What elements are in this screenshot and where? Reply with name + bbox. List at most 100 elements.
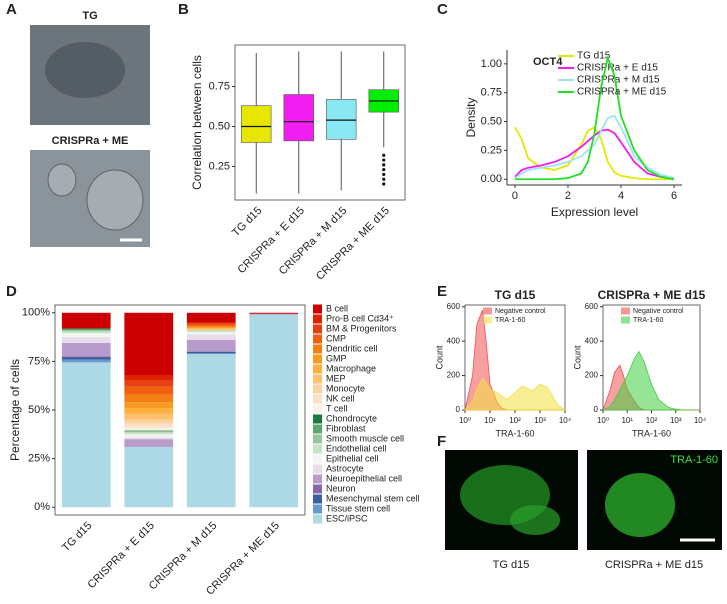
- x-tick-label: 2: [565, 190, 571, 202]
- bar-segment: [186, 324, 236, 327]
- bar-segment: [249, 312, 299, 314]
- bar-segment: [124, 434, 174, 438]
- x-tick-label: 10⁰: [459, 416, 471, 425]
- legend-swatch: [313, 364, 322, 374]
- y-tick-label: 50%: [28, 404, 50, 416]
- x-axis-label: Expression level: [551, 205, 638, 219]
- x-tick-label: 10¹: [484, 416, 496, 425]
- bar-segment: [124, 375, 174, 381]
- bar-segment: [186, 340, 236, 352]
- x-tick-label: 10³: [534, 416, 546, 425]
- legend-label: T cell: [326, 403, 347, 413]
- legend-swatch: [313, 354, 322, 364]
- legend-swatch: [313, 484, 322, 494]
- legend-label: Fibroblast: [326, 423, 366, 433]
- legend-label: NK cell: [326, 393, 355, 403]
- colony: [47, 163, 77, 197]
- legend-label: Negative control: [633, 308, 684, 315]
- bar-segment: [124, 432, 174, 435]
- bar-segment: [124, 413, 174, 420]
- bar-segment: [186, 328, 236, 331]
- histogram-area: [464, 378, 567, 411]
- annotation: OCT4: [533, 56, 563, 68]
- bar-segment: [186, 322, 236, 325]
- x-tick-label: TG d15: [230, 205, 264, 239]
- legend-label: Neuron: [326, 483, 356, 493]
- legend-label: Pro-B cell Cd34⁺: [326, 313, 394, 323]
- legend-swatch: [313, 384, 322, 394]
- legend-swatch: [313, 504, 322, 514]
- bar-segment: [186, 330, 236, 333]
- legend-label: Astrocyte: [326, 463, 364, 473]
- legend-swatch: [313, 404, 322, 414]
- bar-segment: [249, 314, 299, 508]
- y-tick-label: 75%: [28, 355, 50, 367]
- bar-segment: [61, 357, 111, 360]
- bar-segment: [186, 326, 236, 329]
- legend-swatch: [313, 324, 322, 334]
- bar-segment: [186, 332, 236, 335]
- legend-swatch: [313, 334, 322, 344]
- y-tick-label: 400: [447, 336, 461, 345]
- y-tick-label: 0.50: [481, 115, 502, 127]
- image-label: TG: [82, 10, 97, 22]
- legend-label: TRA-1-60: [633, 317, 663, 324]
- bar-segment: [61, 329, 111, 331]
- bar-segment: [124, 427, 174, 431]
- outlier: [382, 158, 386, 162]
- image-label: CRISPRa + ME d15: [605, 559, 703, 571]
- legend-swatch: [313, 494, 322, 504]
- bar-segment: [124, 402, 174, 409]
- outlier: [382, 182, 386, 186]
- legend-swatch: [313, 444, 322, 454]
- bar-segment: [124, 386, 174, 395]
- legend-label: TRA-1-60: [495, 317, 525, 324]
- x-tick-label: 10¹: [621, 416, 633, 425]
- bar-segment: [61, 356, 111, 358]
- chart-title: CRISPRa + ME d15: [598, 288, 706, 302]
- y-axis-label: Correlation between cells: [190, 55, 204, 190]
- legend-swatch: [313, 304, 322, 314]
- panel-letter: B: [178, 1, 189, 18]
- outlier: [382, 153, 386, 157]
- x-tick-label: 10⁰: [597, 416, 609, 425]
- y-tick-label: 0%: [34, 501, 50, 513]
- stained-colony: [510, 505, 560, 535]
- x-axis-label: TRA-1-60: [495, 428, 534, 438]
- stained-colony: [605, 473, 675, 537]
- y-tick-label: 600: [447, 302, 461, 311]
- image-label: TG d15: [493, 559, 530, 571]
- panel-letter: A: [6, 1, 17, 18]
- legend-label: CMP: [326, 333, 346, 343]
- y-tick-label: 0.25: [209, 160, 230, 172]
- legend-swatch: [483, 307, 492, 315]
- y-tick-label: 0: [456, 405, 461, 414]
- x-tick-label: 10⁴: [559, 416, 572, 425]
- outlier: [382, 163, 386, 167]
- image-label: CRISPRa + ME: [52, 135, 129, 147]
- bar-segment: [249, 313, 299, 315]
- density-line: [514, 114, 675, 179]
- bar-segment: [124, 380, 174, 387]
- bar-segment: [124, 431, 174, 433]
- y-tick-label: 400: [585, 336, 599, 345]
- bar-segment: [124, 419, 174, 424]
- legend-label: Endothelial cell: [326, 443, 387, 453]
- x-tick-label: 10²: [509, 416, 521, 425]
- legend-label: TG d15: [577, 51, 611, 62]
- bar-segment: [61, 337, 111, 343]
- legend-label: BM & Progenitors: [326, 323, 397, 333]
- bar-segment: [124, 437, 174, 440]
- bar-segment: [124, 430, 174, 432]
- legend-label: Neuroepithelial cell: [326, 473, 402, 483]
- bar-segment: [61, 328, 111, 330]
- panel-letter: E: [437, 283, 447, 300]
- panel-letter: D: [6, 283, 17, 300]
- y-tick-label: 0.50: [209, 120, 230, 132]
- bar-segment: [124, 423, 174, 428]
- bar-segment: [186, 351, 236, 354]
- x-tick-label: 4: [618, 190, 624, 202]
- x-tick-label: 10²: [646, 416, 658, 425]
- bar-segment: [61, 342, 111, 357]
